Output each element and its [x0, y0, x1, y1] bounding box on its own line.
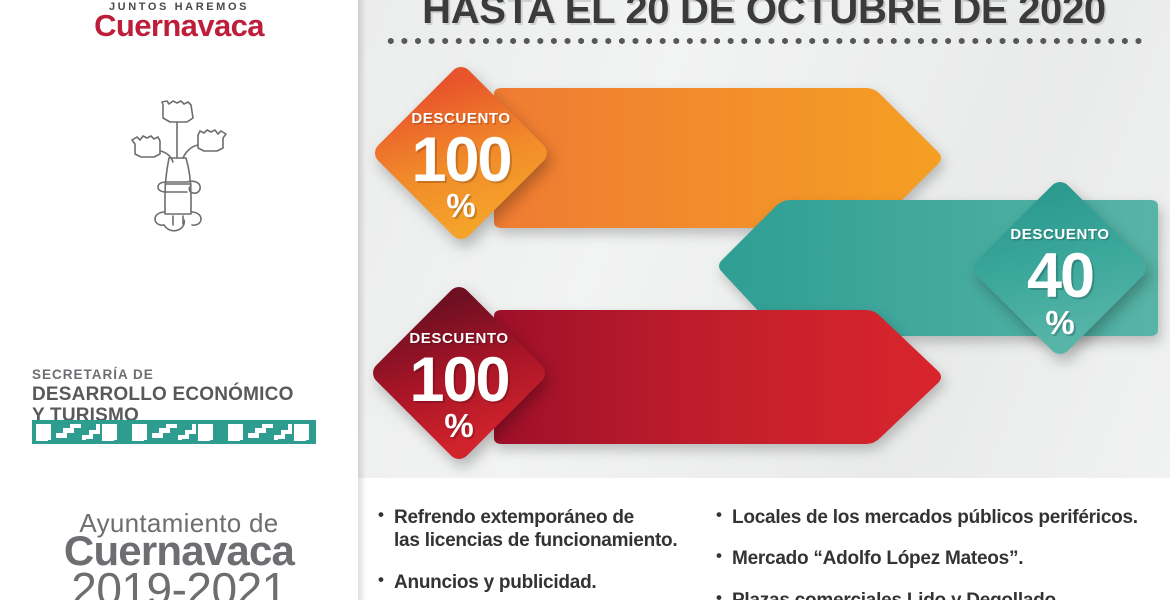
content-panel: HASTA EL 20 DE OCTUBRE DE 2020: [358, 0, 1170, 600]
banner-red: DESCUENTO 100 %: [358, 282, 1170, 468]
banner-red-descuento-label: DESCUENTO: [409, 330, 509, 347]
brand-tagline: JUNTOS HAREMOS: [108, 1, 250, 13]
page-title: HASTA EL 20 DE OCTUBRE DE 2020: [422, 0, 1106, 32]
dotted-divider: [384, 38, 1146, 44]
list-item: Plazas comerciales Lido y Degollado.: [716, 588, 1168, 600]
banner-teal-descuento-label: DESCUENTO: [1010, 226, 1110, 243]
banner-red-badge: DESCUENTO 100 %: [370, 284, 548, 462]
banner-teal: DESCUENTO 40 %: [358, 178, 1170, 360]
banner-red-percent: %: [444, 407, 474, 444]
banner-orange-badge: DESCUENTO 100 %: [370, 62, 552, 244]
banner-red-bar: [494, 310, 944, 444]
secretaria-line1: SECRETARÍA DE: [32, 367, 154, 382]
banner-teal-percent: %: [1045, 304, 1075, 341]
banner-orange-bar: [494, 88, 944, 228]
ayuntamiento-years: 2019-2021: [71, 563, 287, 600]
banner-red-number: 100: [409, 345, 510, 415]
bullet-column-right: Locales de los mercados públicos perifér…: [716, 478, 1168, 600]
banner-orange-descuento-label: DESCUENTO: [411, 110, 511, 127]
aztec-greca-pattern-icon: [32, 420, 316, 444]
banner-teal-number: 40: [1026, 241, 1095, 311]
ayuntamiento-line2: Cuernavaca: [63, 527, 295, 574]
list-item: Anuncios y publicidad.: [378, 570, 728, 594]
list-item: Locales de los mercados públicos perifér…: [716, 505, 1168, 529]
cuernavaca-tree-glyph-icon: [113, 96, 245, 236]
secretaria-block: SECRETARÍA DE DESARROLLO ECONÓMICO Y TUR…: [32, 366, 332, 427]
banner-orange: DESCUENTO 100 %: [358, 58, 1170, 288]
brand-sidebar: JUNTOS HAREMOS Cuernavaca: [0, 0, 366, 600]
ayuntamiento-line1: Ayuntamiento de: [79, 508, 279, 538]
banner-orange-number: 100: [411, 125, 512, 195]
secretaria-line2: DESARROLLO ECONÓMICO: [32, 384, 294, 406]
brand-city-wordmark: Cuernavaca: [94, 8, 264, 43]
banner-teal-badge: DESCUENTO 40 %: [970, 178, 1150, 358]
banners-stage: HASTA EL 20 DE OCTUBRE DE 2020: [358, 0, 1170, 478]
banner-orange-percent: %: [446, 187, 476, 224]
list-item: Mercado “Adolfo López Mateos”.: [716, 546, 1168, 570]
